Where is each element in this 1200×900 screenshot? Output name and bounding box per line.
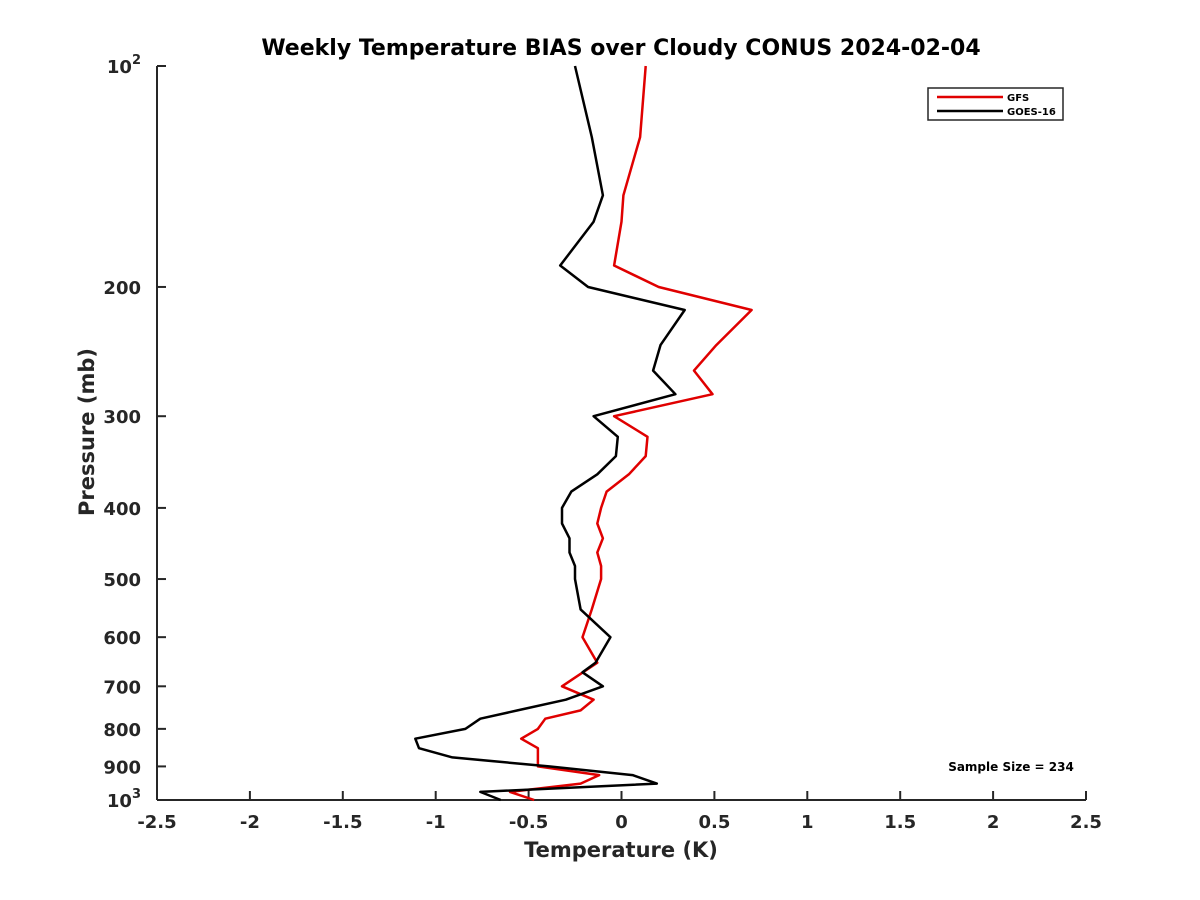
x-tick-label: -0.5 (509, 812, 548, 833)
legend-label-gfs: GFS (1007, 93, 1029, 104)
axes: -2.5 -2 -1.5 -1 -0.5 0 0.5 1 1.5 2 2.5 102 200 300 400… (103, 53, 1102, 833)
x-tick-label: 0.5 (698, 812, 730, 833)
x-tick-label: -2 (240, 812, 260, 833)
x-tick-label: 1 (801, 812, 814, 833)
y-tick-label: 102 (107, 53, 141, 78)
x-tick-label: 2.5 (1070, 812, 1102, 833)
y-tick-label: 200 (103, 278, 141, 299)
x-tick-label: 0 (615, 812, 628, 833)
y-tick-label: 900 (103, 757, 141, 778)
y-tick-label: 103 (107, 787, 141, 812)
legend-label-goes16: GOES-16 (1007, 107, 1056, 118)
x-axis-label: Temperature (K) (524, 838, 718, 862)
y-tick-label: 500 (103, 570, 141, 591)
y-axis-label: Pressure (mb) (75, 348, 99, 516)
series-line-goes16 (414, 65, 686, 802)
y-tick-label: 700 (103, 677, 141, 698)
sample-size-annotation: Sample Size = 234 (948, 760, 1074, 774)
plot-series (414, 65, 753, 802)
chart-title: Weekly Temperature BIAS over Cloudy CONU… (261, 36, 980, 61)
legend: GFS GOES-16 (927, 87, 1064, 121)
y-tick-label: 800 (103, 720, 141, 741)
x-tick-label: 1.5 (884, 812, 916, 833)
x-tick-label: 2 (987, 812, 1000, 833)
y-tick-label: 600 (103, 628, 141, 649)
x-tick-label: -1.5 (323, 812, 362, 833)
x-tick-label: -2.5 (137, 812, 176, 833)
x-tick-label: -1 (426, 812, 446, 833)
y-tick-label: 300 (103, 407, 141, 428)
legend-box (927, 87, 1064, 121)
series-line-gfs (508, 65, 753, 802)
y-tick-label: 400 (103, 499, 141, 520)
